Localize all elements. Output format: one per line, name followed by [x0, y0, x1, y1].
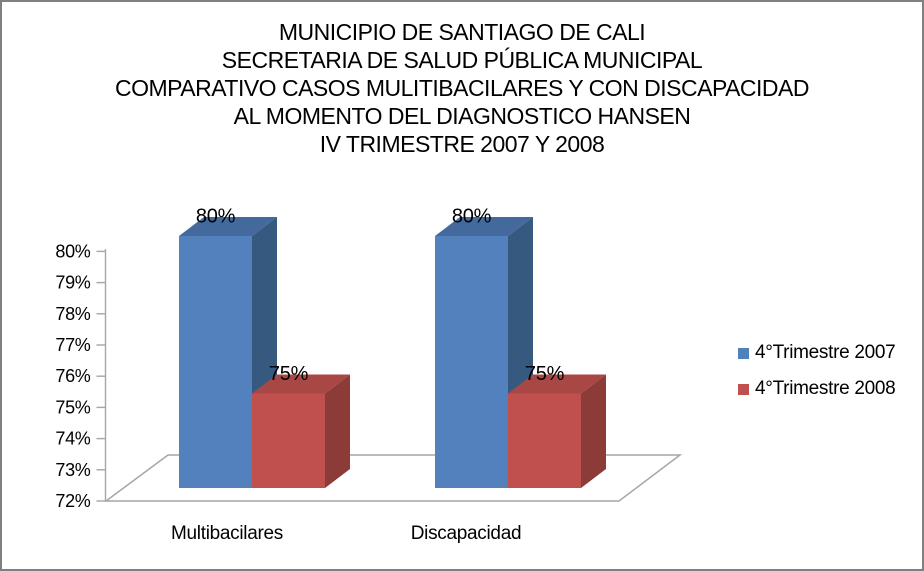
category-label-Discapacidad: Discapacidad	[411, 523, 521, 544]
chart-title-line-1: MUNICIPIO DE SANTIAGO DE CALI	[278, 19, 646, 45]
y-axis-tick-label: 76%	[55, 366, 90, 386]
bar-top-Discapacidad-4°Trimestre 2007	[435, 217, 533, 236]
y-axis-tick-label: 75%	[55, 397, 90, 417]
y-axis-tick-label: 74%	[55, 429, 90, 449]
y-axis-tick-label: 73%	[55, 460, 90, 480]
bar-side-Discapacidad-4°Trimestre 2008	[581, 374, 606, 488]
y-axis-tick-label: 79%	[55, 273, 90, 293]
chart-title-line-5: IV TRIMESTRE 2007 Y 2008	[319, 131, 605, 157]
data-label: 75%	[525, 363, 565, 385]
legend-item-trimestre-2008: 4°Trimestre 2008	[738, 378, 896, 399]
legend-label-2008: 4°Trimestre 2008	[755, 378, 896, 399]
bar-top-Discapacidad-4°Trimestre 2008	[508, 374, 606, 394]
chart-title-line-2: SECRETARIA DE SALUD PÚBLICA MUNICIPAL	[221, 47, 703, 73]
chart-title-line-3: COMPARATIVO CASOS MULITIBACILARES Y CON …	[115, 75, 809, 101]
y-axis-tick-label: 78%	[55, 304, 90, 324]
bar-front-Discapacidad-4°Trimestre 2008	[508, 393, 581, 488]
chart-title: MUNICIPIO DE SANTIAGO DE CALI SECRETARIA…	[2, 18, 922, 158]
legend-label-2007: 4°Trimestre 2007	[755, 342, 896, 363]
legend-swatch-2008-icon	[738, 383, 749, 395]
chart-floor	[103, 454, 683, 502]
y-axis-tick-label: 80%	[55, 241, 90, 261]
bar-front-Multibacilares-4°Trimestre 2008	[252, 393, 325, 488]
data-label: 80%	[452, 206, 492, 228]
data-label: 80%	[196, 206, 236, 228]
bar-top-Multibacilares-4°Trimestre 2008	[252, 374, 350, 394]
data-label: 75%	[269, 363, 309, 385]
category-label-Multibacilares: Multibacilares	[171, 523, 283, 544]
bar-side-Multibacilares-4°Trimestre 2008	[325, 374, 350, 488]
y-axis-tick-label: 77%	[55, 335, 90, 355]
bar-front-Multibacilares-4°Trimestre 2007	[179, 236, 252, 488]
legend-swatch-2007-icon	[738, 347, 749, 359]
y-axis-tick-label: 72%	[55, 491, 90, 511]
legend: 4°Trimestre 2007 4°Trimestre 2008	[738, 342, 896, 415]
legend-item-trimestre-2007: 4°Trimestre 2007	[738, 342, 896, 363]
chart-title-line-4: AL MOMENTO DEL DIAGNOSTICO HANSEN	[233, 103, 691, 129]
bar-front-Discapacidad-4°Trimestre 2007	[435, 236, 508, 488]
bar-top-Multibacilares-4°Trimestre 2007	[179, 217, 277, 236]
